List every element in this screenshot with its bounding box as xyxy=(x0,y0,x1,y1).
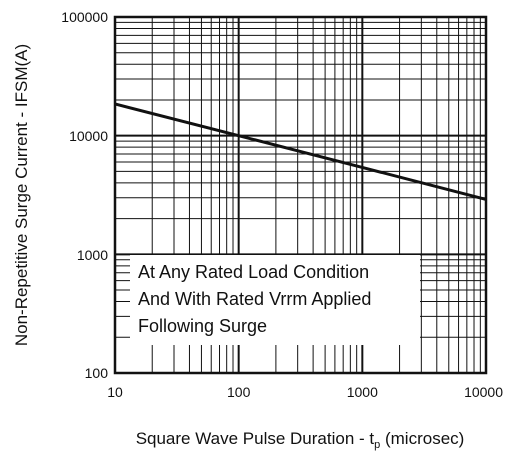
x-axis-label: Square Wave Pulse Duration - tp (microse… xyxy=(136,429,465,451)
x-tick-label-100: 100 xyxy=(227,384,251,400)
x-axis-label-suffix: (microsec) xyxy=(380,429,464,448)
y-tick-label-10000: 10000 xyxy=(69,128,108,144)
annotation-line-2: And With Rated Vrrm Applied xyxy=(138,289,371,309)
x-tick-label-10000: 10000 xyxy=(464,384,503,400)
y-tick-label-100000: 100000 xyxy=(61,9,108,25)
annotation-line-1: At Any Rated Load Condition xyxy=(138,262,369,282)
annotation-box xyxy=(130,255,420,345)
y-axis-label: Non-Repetitive Surge Current - IFSM(A) xyxy=(12,44,31,346)
annotation-line-3: Following Surge xyxy=(138,316,267,336)
series-line-0 xyxy=(114,102,487,201)
x-axis-label-subscript: p xyxy=(374,439,380,451)
series-layer xyxy=(114,102,487,201)
y-tick-label-1000: 1000 xyxy=(77,247,108,263)
x-tick-label-1000: 1000 xyxy=(347,384,378,400)
x-axis-label-main: Square Wave Pulse Duration - t xyxy=(136,429,375,448)
x-tick-label-10: 10 xyxy=(107,384,123,400)
y-tick-label-100: 100 xyxy=(85,365,109,381)
plot-frame xyxy=(113,15,488,375)
